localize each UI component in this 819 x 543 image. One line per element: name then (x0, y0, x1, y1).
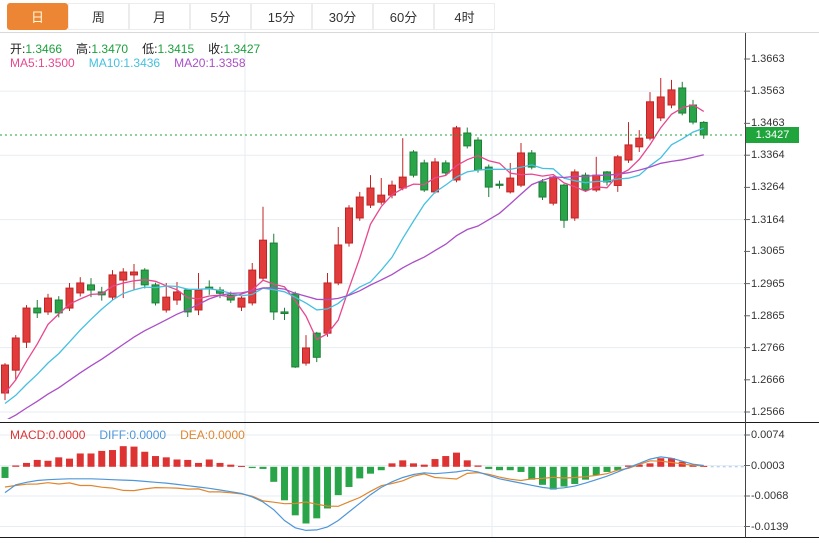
ma-readout: MA5:1.3500 MA10:1.3436 MA20:1.3358 (10, 56, 260, 70)
candles (1, 77, 708, 401)
tab-day[interactable]: 日 (7, 3, 68, 30)
label: 低: (142, 42, 158, 56)
quote-bar-item: 开:1.3466 (10, 42, 62, 56)
label: MA20: (174, 56, 209, 70)
price-axis-label: 1.2766 (751, 341, 785, 354)
price-axis-label: 1.2865 (751, 309, 785, 322)
macd-bar-item: DIFF:0.0000 (99, 428, 166, 442)
macd-axis-label: -0.0068 (751, 490, 789, 502)
value: 1.3470 (91, 42, 129, 56)
value: 1.3427 (223, 42, 261, 56)
tab-week[interactable]: 周 (68, 3, 129, 30)
tab-month[interactable]: 月 (129, 3, 190, 30)
tab-60min[interactable]: 60分 (373, 3, 434, 30)
tab-4hour[interactable]: 4时 (434, 3, 495, 30)
value: 1.3436 (123, 56, 161, 70)
macd-axis-label: 0.0003 (751, 459, 785, 472)
macd-bar-item: DEA:0.0000 (180, 428, 245, 442)
tab-5min[interactable]: 5分 (190, 3, 251, 30)
price-axis-label: 1.3065 (751, 245, 785, 258)
quote-bar-item: 低:1.3415 (142, 42, 194, 56)
label: 收: (208, 42, 224, 56)
macd-bar-item: MACD:0.0000 (10, 428, 85, 442)
period-tabs: 日周月 5分 15分 30分 60分 4时 (0, 0, 819, 33)
quote-bar-item: 高:1.3470 (76, 42, 128, 56)
ma-bar-item: MA5:1.3500 (10, 56, 75, 70)
ma10-line (4, 127, 704, 405)
value: 1.3466 (25, 42, 63, 56)
value: 1.3500 (38, 56, 75, 70)
macd-readout: MACD:0.0000 DIFF:0.0000 DEA:0.0000 (10, 428, 259, 442)
price-axis-label: 1.3463 (751, 117, 785, 130)
value: 0.0000 (48, 428, 86, 442)
diff-line (4, 456, 704, 532)
macd-axis-label: 0.0074 (751, 429, 785, 441)
main-pane (1, 77, 708, 419)
value: 0.0000 (208, 428, 245, 442)
tab-15min[interactable]: 15分 (251, 3, 312, 30)
label: MACD: (10, 428, 49, 442)
price-axis-label: 1.3264 (751, 181, 785, 194)
tab-30min[interactable]: 30分 (312, 3, 373, 30)
price-axis-label: 1.3164 (751, 213, 785, 226)
price-axis-label: 1.3364 (751, 149, 785, 162)
label: MA5: (10, 56, 39, 70)
value: 0.0000 (129, 428, 167, 442)
price-axis-label: 1.3563 (751, 85, 785, 98)
value: 1.3415 (157, 42, 195, 56)
dea-line (4, 460, 704, 507)
label: MA10: (88, 56, 124, 70)
label: 开: (10, 42, 26, 56)
label: 高: (76, 42, 92, 56)
label: DIFF: (99, 428, 130, 442)
ohlc-readout: 开:1.3466 高:1.3470 低:1.3415 收:1.3427 (10, 40, 274, 57)
label: DEA: (180, 428, 209, 442)
price-axis-label: 1.2666 (751, 373, 785, 386)
price-axis-label: 1.3663 (751, 53, 785, 65)
ma-bar-item: MA10:1.3436 (89, 56, 160, 70)
last-price-badge: 1.3427 (746, 126, 799, 143)
price-axis-label: 1.2965 (751, 277, 785, 290)
ma20-line (7, 154, 704, 419)
value: 1.3358 (208, 56, 246, 70)
ma5-line (4, 104, 705, 394)
quote-bar-item: 收:1.3427 (208, 42, 260, 56)
axis-frame (0, 33, 819, 538)
macd-histogram (1, 446, 745, 524)
ma-bar-item: MA20:1.3358 (174, 56, 245, 70)
price-axis-label: 1.2566 (751, 405, 785, 418)
macd-axis-label: -0.0139 (751, 520, 789, 533)
